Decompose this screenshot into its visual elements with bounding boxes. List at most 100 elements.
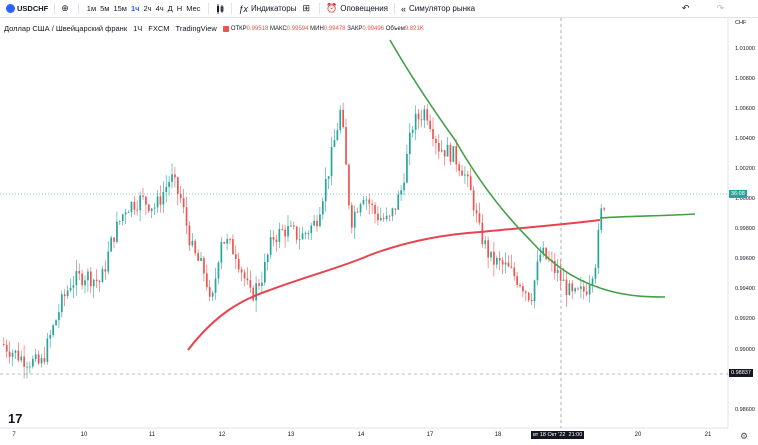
timeframe-1h[interactable]: 1ч xyxy=(130,4,140,13)
candle-body xyxy=(322,201,324,215)
candle-body xyxy=(136,209,139,211)
time-tick-label: 20 xyxy=(634,432,642,438)
candle-body xyxy=(600,208,603,230)
timeframe-w[interactable]: Н xyxy=(176,4,183,13)
replay-button[interactable]: « Симулятор рынка xyxy=(398,0,478,17)
candle-body xyxy=(171,174,173,182)
candle-body xyxy=(133,201,136,210)
candle-body xyxy=(243,272,246,279)
candle-body xyxy=(319,214,321,227)
candle-body xyxy=(597,229,600,268)
candle-body xyxy=(11,352,14,357)
tradingview-logo[interactable]: 17 xyxy=(8,411,23,426)
candle-body xyxy=(90,271,92,287)
candle-body xyxy=(272,237,275,240)
price-chart[interactable] xyxy=(0,18,758,445)
candle-body xyxy=(382,218,385,220)
candle-body xyxy=(75,271,78,286)
candle-body xyxy=(3,343,5,345)
time-tick-label: 12 xyxy=(218,432,226,438)
divider xyxy=(54,3,56,14)
candle-body xyxy=(92,279,95,287)
candle-body xyxy=(472,190,475,211)
candle-body xyxy=(177,177,179,194)
candle-body xyxy=(516,276,518,285)
timeframe-group: 1м 5м 15м 1ч 2ч 4ч Д Н Мес xyxy=(82,0,206,17)
candle-body xyxy=(43,358,46,362)
divider xyxy=(208,3,210,14)
candle-body xyxy=(458,164,460,171)
chart-legend: Доллар США / Швейцарский франк 1Ч FXCM T… xyxy=(4,24,424,33)
candle-body xyxy=(452,146,455,162)
candle-body xyxy=(533,280,536,302)
time-tick-label: 13 xyxy=(287,432,295,438)
candle-body xyxy=(264,261,266,283)
status-dot-icon xyxy=(222,25,229,32)
legend-ohlc: ОТКР0.99518 МАКС0.99594 МИН0.99478 ЗАКР0… xyxy=(230,25,424,32)
candle-body xyxy=(414,113,417,130)
time-tick-label: 11 xyxy=(148,432,156,438)
candle-body xyxy=(554,260,556,273)
candle-body xyxy=(229,239,231,240)
candle-body xyxy=(467,174,469,177)
indicators-button[interactable]: ƒx Индикаторы xyxy=(235,0,299,17)
timeframe-5m[interactable]: 5м xyxy=(100,4,110,13)
candle-body xyxy=(391,208,394,217)
candle-body xyxy=(371,203,373,206)
candle-body xyxy=(290,225,292,227)
redo-button[interactable]: ↷ xyxy=(713,0,730,17)
candle-body xyxy=(356,211,359,213)
candle-body xyxy=(266,254,269,262)
candle-body xyxy=(513,267,516,277)
timeframe-4h[interactable]: 4ч xyxy=(155,4,164,13)
symbol-search[interactable]: USDCHF xyxy=(0,0,51,17)
candle-body xyxy=(127,212,130,214)
timeframe-d[interactable]: Д xyxy=(167,4,173,13)
chart-type-button[interactable] xyxy=(212,0,228,17)
candle-body xyxy=(188,225,191,246)
undo-button[interactable]: ↶ xyxy=(679,0,696,17)
divider xyxy=(319,3,320,14)
candle-body xyxy=(182,198,185,208)
legend-interval: 1Ч xyxy=(133,24,143,33)
candle-body xyxy=(487,240,489,258)
currency-label[interactable]: CHF xyxy=(735,20,747,26)
candle-body xyxy=(252,287,255,301)
candle-body xyxy=(214,278,217,293)
candle-body xyxy=(98,280,101,283)
templates-button[interactable]: ⊞ xyxy=(299,0,316,17)
candle-body xyxy=(565,279,568,295)
candle-body xyxy=(545,247,547,260)
candle-body xyxy=(220,242,223,263)
compare-button[interactable]: ⊕ xyxy=(58,0,75,17)
candle-body xyxy=(519,284,521,287)
candle-body xyxy=(107,251,110,272)
candles-icon xyxy=(217,3,224,14)
timeframe-1m[interactable]: 1м xyxy=(86,4,97,13)
candle-body xyxy=(14,350,17,353)
candle-body xyxy=(530,300,533,302)
price-tick-label: 0.99000 xyxy=(735,347,755,353)
price-tick-label: 1.00400 xyxy=(735,136,755,142)
undo-icon: ↶ xyxy=(681,3,690,13)
divider xyxy=(231,3,233,14)
candle-body xyxy=(185,207,188,226)
candle-body xyxy=(162,191,165,205)
candle-body xyxy=(101,269,104,283)
candle-body xyxy=(440,150,443,152)
cursor-price-badge: 0.98837 xyxy=(729,369,753,377)
candle-body xyxy=(165,186,168,192)
candle-body xyxy=(603,208,605,210)
candle-body xyxy=(255,283,257,301)
timeframe-15m[interactable]: 15м xyxy=(113,4,127,13)
candle-body xyxy=(119,221,121,222)
timeframe-2h[interactable]: 2ч xyxy=(143,4,152,13)
candle-body xyxy=(423,109,426,121)
timeframe-m[interactable]: Мес xyxy=(186,4,201,13)
candle-body xyxy=(78,271,81,274)
gear-icon[interactable]: ⚙ xyxy=(740,431,749,441)
alerts-button[interactable]: ⏰ Оповещения xyxy=(323,0,391,17)
candle-body xyxy=(409,132,411,154)
candle-body xyxy=(307,233,310,234)
candle-body xyxy=(591,278,594,285)
